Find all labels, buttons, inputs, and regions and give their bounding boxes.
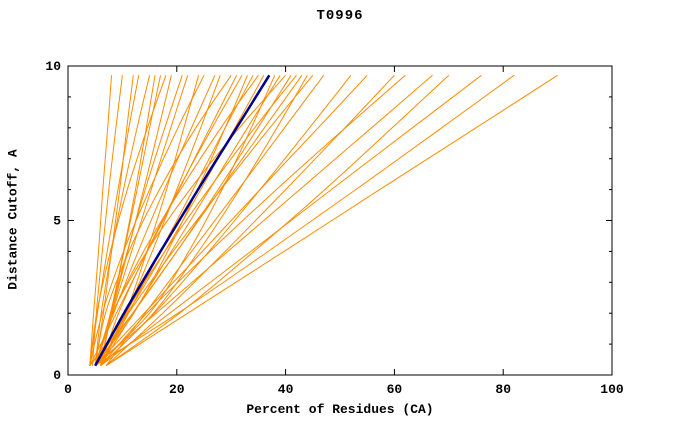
model-line xyxy=(105,74,395,367)
model-line xyxy=(94,75,156,366)
model-line xyxy=(94,75,134,366)
model-line xyxy=(94,75,172,366)
model-line xyxy=(100,75,281,366)
model-line xyxy=(89,75,238,366)
model-line xyxy=(94,75,216,366)
x-tick-label: 20 xyxy=(169,382,185,397)
y-tick-label: 10 xyxy=(45,59,61,74)
x-tick-label: 80 xyxy=(495,382,511,397)
y-tick-label: 5 xyxy=(53,214,61,229)
x-tick-label: 100 xyxy=(600,382,624,397)
x-tick-label: 40 xyxy=(278,382,294,397)
model-line xyxy=(89,75,112,366)
model-line xyxy=(94,74,368,367)
model-line xyxy=(94,75,303,366)
model-line xyxy=(100,74,297,366)
model-line xyxy=(100,75,243,366)
model-line xyxy=(94,75,276,367)
model-line xyxy=(89,75,140,366)
model-line xyxy=(94,75,232,366)
model-line xyxy=(94,74,433,367)
chart-title: T0996 xyxy=(316,8,364,24)
model-line xyxy=(105,74,558,367)
model-line xyxy=(89,75,167,366)
model-line xyxy=(100,74,406,367)
model-line xyxy=(94,74,286,366)
model-line xyxy=(100,74,482,367)
median-line xyxy=(94,74,271,367)
x-tick-label: 0 xyxy=(64,382,72,397)
model-line xyxy=(94,74,515,367)
x-tick-label: 60 xyxy=(387,382,403,397)
model-line xyxy=(100,75,254,366)
model-line xyxy=(100,75,183,366)
model-line xyxy=(94,74,314,366)
y-tick-label: 0 xyxy=(53,368,61,383)
x-axis-label: Percent of Residues (CA) xyxy=(246,402,434,417)
model-line xyxy=(89,75,205,366)
